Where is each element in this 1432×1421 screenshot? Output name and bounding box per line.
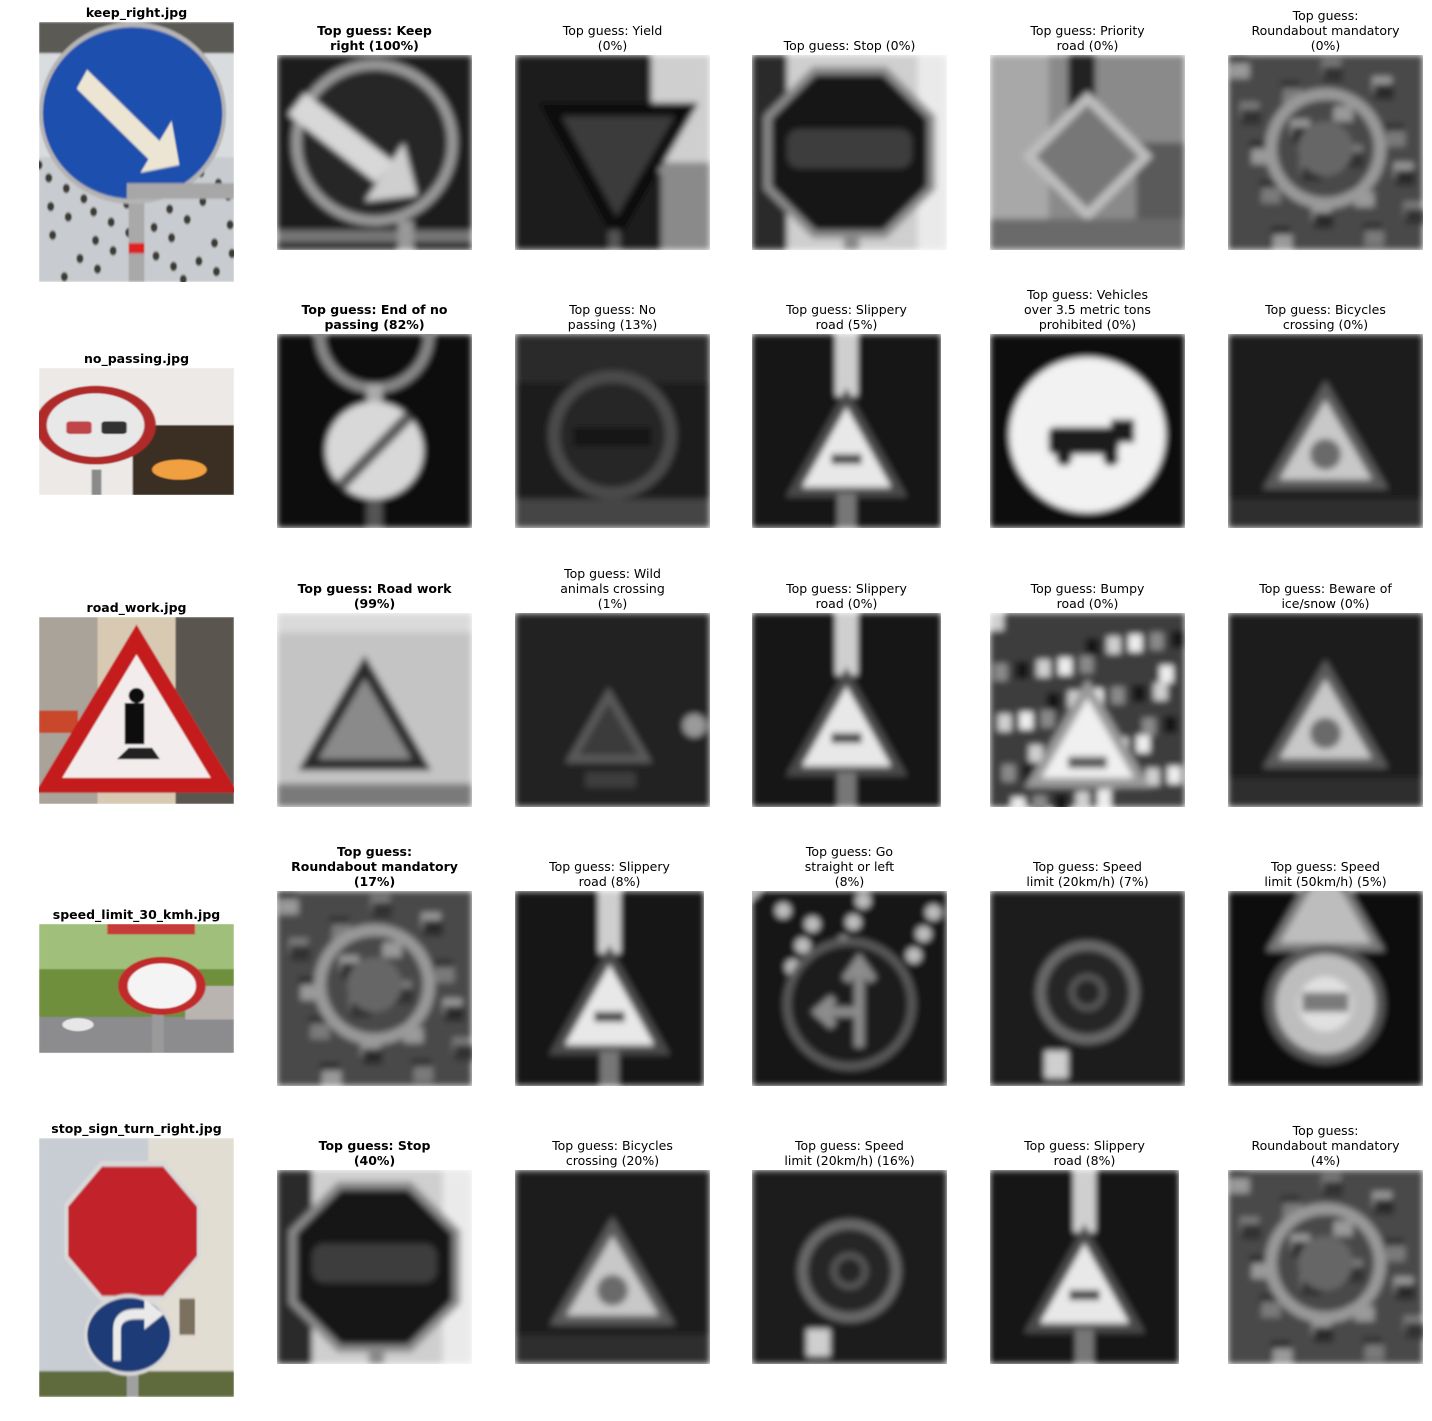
source-image-cell: road_work.jpg <box>39 600 234 804</box>
guess-cell: Top guess: Yield (0%) <box>515 23 710 250</box>
guess-title: Top guess: Speed limit (20km/h) (16%) <box>784 1138 915 1168</box>
guess-title: Top guess: Speed limit (20km/h) (7%) <box>1026 859 1149 889</box>
guess-title: Top guess: Roundabout mandatory (17%) <box>291 844 458 889</box>
source-photo <box>39 924 234 1053</box>
guess-thumbnail <box>515 334 710 528</box>
guess-cell: Top guess: Keep right (100%) <box>277 23 472 250</box>
source-filename: speed_limit_30_kmh.jpg <box>52 907 221 922</box>
guess-thumbnail <box>277 891 472 1086</box>
guess-title: Top guess: Yield (0%) <box>562 23 663 53</box>
guess-thumbnail <box>990 55 1185 250</box>
guess-thumbnail <box>752 55 947 250</box>
source-filename: stop_sign_turn_right.jpg <box>51 1121 222 1136</box>
guess-thumbnail <box>515 891 704 1086</box>
guess-title: Top guess: Slippery road (8%) <box>549 859 670 889</box>
guess-title: Top guess: Slippery road (8%) <box>1024 1138 1145 1168</box>
source-image-cell: no_passing.jpg <box>39 351 234 495</box>
guess-thumbnail <box>515 613 710 807</box>
guess-cell: Top guess: Stop (0%) <box>752 38 947 250</box>
guess-thumbnail <box>752 613 941 807</box>
guess-title: Top guess: Stop (40%) <box>318 1138 431 1168</box>
source-image-cell: stop_sign_turn_right.jpg <box>39 1121 234 1397</box>
guess-thumbnail <box>1228 334 1423 528</box>
guess-thumbnail <box>277 334 472 528</box>
guess-thumbnail <box>1228 1170 1423 1364</box>
source-photo <box>39 22 234 282</box>
guess-cell: Top guess: Slippery road (8%) <box>515 859 704 1086</box>
guess-cell: Top guess: Bicycles crossing (20%) <box>515 1138 710 1364</box>
guess-cell: Top guess: Roundabout mandatory (4%) <box>1228 1123 1423 1364</box>
source-photo <box>39 617 234 804</box>
guess-thumbnail <box>277 613 472 807</box>
guess-title: Top guess: Wild animals crossing (1%) <box>560 566 665 611</box>
guess-title: Top guess: Roundabout mandatory (0%) <box>1251 8 1400 53</box>
guess-cell: Top guess: Beware of ice/snow (0%) <box>1228 581 1423 807</box>
guess-thumbnail <box>990 334 1185 528</box>
guess-cell: Top guess: Bicycles crossing (0%) <box>1228 302 1423 528</box>
guess-title: Top guess: Speed limit (50km/h) (5%) <box>1264 859 1387 889</box>
guess-thumbnail <box>515 1170 710 1364</box>
guess-title: Top guess: Roundabout mandatory (4%) <box>1251 1123 1400 1168</box>
source-photo <box>39 1138 234 1397</box>
guess-title: Top guess: Stop (0%) <box>783 38 916 53</box>
guess-cell: Top guess: Vehicles over 3.5 metric tons… <box>990 287 1185 528</box>
guess-cell: Top guess: Bumpy road (0%) <box>990 581 1185 807</box>
guess-cell: Top guess: Wild animals crossing (1%) <box>515 566 710 807</box>
guess-title: Top guess: Bicycles crossing (0%) <box>1265 302 1386 332</box>
guess-thumbnail <box>277 55 472 250</box>
guess-cell: Top guess: Speed limit (50km/h) (5%) <box>1228 859 1423 1086</box>
guess-thumbnail <box>752 891 947 1086</box>
source-image-cell: speed_limit_30_kmh.jpg <box>39 907 234 1053</box>
guess-thumbnail <box>990 891 1185 1086</box>
guess-thumbnail <box>277 1170 472 1364</box>
guess-cell: Top guess: Go straight or left (8%) <box>752 844 947 1086</box>
guess-cell: Top guess: Priority road (0%) <box>990 23 1185 250</box>
guess-thumbnail <box>1228 891 1423 1086</box>
guess-title: Top guess: Slippery road (5%) <box>786 302 907 332</box>
guess-cell: Top guess: No passing (13%) <box>515 302 710 528</box>
source-photo <box>39 368 234 495</box>
guess-title: Top guess: No passing (13%) <box>567 302 658 332</box>
guess-title: Top guess: Keep right (100%) <box>317 23 432 53</box>
guess-cell: Top guess: End of no passing (82%) <box>277 302 472 528</box>
source-filename: no_passing.jpg <box>83 351 190 366</box>
guess-cell: Top guess: Slippery road (5%) <box>752 302 941 528</box>
guess-cell: Top guess: Road work (99%) <box>277 581 472 807</box>
guess-cell: Top guess: Roundabout mandatory (17%) <box>277 844 472 1086</box>
guess-cell: Top guess: Stop (40%) <box>277 1138 472 1364</box>
guess-thumbnail <box>990 613 1185 807</box>
guess-cell: Top guess: Roundabout mandatory (0%) <box>1228 8 1423 250</box>
guess-thumbnail <box>1228 55 1423 250</box>
guess-thumbnail <box>752 334 941 528</box>
guess-cell: Top guess: Slippery road (8%) <box>990 1138 1179 1364</box>
guess-cell: Top guess: Slippery road (0%) <box>752 581 941 807</box>
source-filename: road_work.jpg <box>86 600 187 615</box>
guess-thumbnail <box>1228 613 1423 807</box>
guess-thumbnail <box>752 1170 947 1364</box>
guess-title: Top guess: Bumpy road (0%) <box>1030 581 1145 611</box>
guess-title: Top guess: Slippery road (0%) <box>786 581 907 611</box>
guess-title: Top guess: Beware of ice/snow (0%) <box>1259 581 1392 611</box>
guess-title: Top guess: Bicycles crossing (20%) <box>552 1138 673 1168</box>
guess-cell: Top guess: Speed limit (20km/h) (7%) <box>990 859 1185 1086</box>
source-image-cell: keep_right.jpg <box>39 5 234 282</box>
guess-cell: Top guess: Speed limit (20km/h) (16%) <box>752 1138 947 1364</box>
guess-title: Top guess: Go straight or left (8%) <box>804 844 895 889</box>
guess-title: Top guess: End of no passing (82%) <box>301 302 448 332</box>
guess-thumbnail <box>515 55 710 250</box>
guess-title: Top guess: Priority road (0%) <box>1030 23 1145 53</box>
guess-title: Top guess: Vehicles over 3.5 metric tons… <box>1024 287 1151 332</box>
guess-title: Top guess: Road work (99%) <box>297 581 452 611</box>
source-filename: keep_right.jpg <box>85 5 188 20</box>
guess-thumbnail <box>990 1170 1179 1364</box>
